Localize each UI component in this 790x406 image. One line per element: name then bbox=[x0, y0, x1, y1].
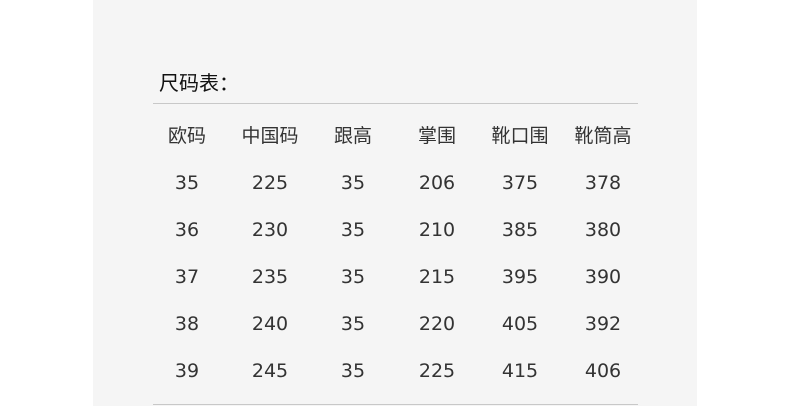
column-header: 靴口围 bbox=[491, 125, 549, 147]
column-header: 中国码 bbox=[241, 125, 299, 147]
table-cell: 38 bbox=[174, 313, 200, 335]
size-chart-panel bbox=[93, 0, 697, 406]
table-cell: 245 bbox=[251, 360, 289, 382]
table-cell: 220 bbox=[418, 313, 456, 335]
table-cell: 406 bbox=[584, 360, 622, 382]
table-cell: 378 bbox=[584, 172, 622, 194]
column-header: 掌围 bbox=[417, 125, 456, 147]
table-cell: 35 bbox=[340, 266, 366, 288]
table-cell: 215 bbox=[418, 266, 456, 288]
divider-top bbox=[153, 103, 638, 104]
column-header: 靴筒高 bbox=[574, 125, 632, 147]
table-cell: 206 bbox=[418, 172, 456, 194]
table-cell: 35 bbox=[174, 172, 200, 194]
table-cell: 225 bbox=[251, 172, 289, 194]
table-cell: 375 bbox=[501, 172, 539, 194]
table-cell: 37 bbox=[174, 266, 200, 288]
table-cell: 405 bbox=[501, 313, 539, 335]
divider-bottom bbox=[153, 404, 638, 405]
table-cell: 230 bbox=[251, 219, 289, 241]
table-cell: 210 bbox=[418, 219, 456, 241]
table-cell: 392 bbox=[584, 313, 622, 335]
table-cell: 36 bbox=[174, 219, 200, 241]
table-cell: 240 bbox=[251, 313, 289, 335]
table-cell: 225 bbox=[418, 360, 456, 382]
table-cell: 395 bbox=[501, 266, 539, 288]
column-header: 欧码 bbox=[167, 125, 206, 147]
column-header: 跟高 bbox=[333, 125, 372, 147]
table-cell: 35 bbox=[340, 313, 366, 335]
table-cell: 415 bbox=[501, 360, 539, 382]
table-cell: 380 bbox=[584, 219, 622, 241]
table-cell: 39 bbox=[174, 360, 200, 382]
size-chart-title: 尺码表： bbox=[159, 71, 239, 95]
table-cell: 385 bbox=[501, 219, 539, 241]
table-cell: 35 bbox=[340, 219, 366, 241]
table-cell: 390 bbox=[584, 266, 622, 288]
table-cell: 235 bbox=[251, 266, 289, 288]
table-cell: 35 bbox=[340, 360, 366, 382]
table-cell: 35 bbox=[340, 172, 366, 194]
